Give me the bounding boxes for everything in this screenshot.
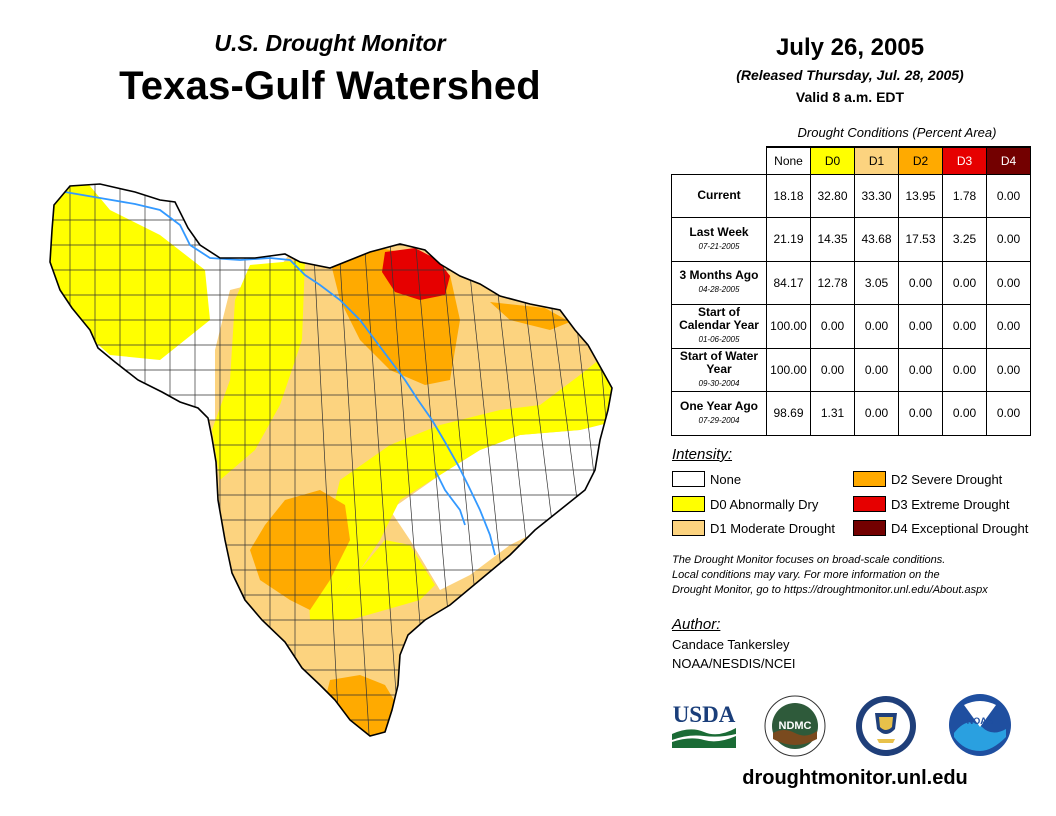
table-cell: 33.30	[854, 173, 899, 218]
col-header-d1: D1	[854, 146, 899, 175]
table-corner	[672, 147, 767, 174]
table-row: Last Week 07-21-2005 21.19 14.35 43.68 17…	[671, 217, 1031, 262]
table-row: Start of Water Year 09-30-2004 100.00 0.0…	[671, 347, 1031, 392]
noaa-logo: NOAA	[949, 694, 1011, 756]
table-cell: 0.00	[898, 391, 943, 436]
row-label: Last Week 07-21-2005	[671, 217, 767, 262]
map-subtitle: U.S. Drought Monitor	[214, 30, 446, 56]
table-cell: 100.00	[766, 304, 811, 349]
table-cell: 3.25	[942, 217, 987, 262]
note-line: Local conditions may vary. For more info…	[672, 569, 940, 581]
legend-label: D4 Exceptional Drought	[891, 520, 1029, 536]
table-row: 3 Months Ago 04-28-2005 84.17 12.78 3.05 …	[671, 260, 1031, 305]
table-cell: 0.00	[942, 391, 987, 436]
map-date: July 26, 2005	[775, 34, 925, 61]
table-cell: 1.31	[810, 391, 855, 436]
row-label: One Year Ago 07-29-2004	[671, 391, 767, 436]
table-cell: 13.95	[898, 173, 943, 218]
table-cell: 0.00	[942, 260, 987, 305]
table-cell: 0.00	[898, 260, 943, 305]
table-cell: 0.00	[898, 304, 943, 349]
drought-conditions-table: None D0 D1 D2 D3 D4 Current 18.18 32.80 …	[671, 146, 1031, 436]
table-cell: 17.53	[898, 217, 943, 262]
disclaimer-note: The Drought Monitor focuses on broad-sca…	[672, 553, 1044, 598]
noaa-logo-text: NOAA	[967, 716, 994, 726]
table-cell: 0.00	[942, 347, 987, 392]
table-row: One Year Ago 07-29-2004 98.69 1.31 0.00 0…	[671, 391, 1031, 436]
table-cell: 1.78	[942, 173, 987, 218]
drought-map	[49, 183, 613, 737]
legend-item-d4: D4 Exceptional Drought	[853, 520, 1028, 536]
table-cell: 0.00	[986, 304, 1031, 349]
website-url: droughtmonitor.unl.edu	[742, 767, 968, 789]
table-row: Current 18.18 32.80 33.30 13.95 1.78 0.0…	[671, 173, 1031, 218]
legend-item-d1: D1 Moderate Drought	[672, 520, 835, 536]
table-cell: 0.00	[986, 260, 1031, 305]
table-row: Start of Calendar Year 01-06-2005 100.00 …	[671, 304, 1031, 349]
table-cell: 18.18	[766, 173, 811, 218]
table-cell: 21.19	[766, 217, 811, 262]
legend-swatch	[853, 496, 886, 512]
author-org: NOAA/NESDIS/NCEI	[672, 656, 796, 671]
legend-label: D2 Severe Drought	[891, 471, 1003, 487]
table-caption: Drought Conditions (Percent Area)	[797, 125, 997, 140]
table-cell: 14.35	[810, 217, 855, 262]
legend-heading: Intensity:	[672, 446, 733, 463]
table-cell: 0.00	[854, 391, 899, 436]
usda-logo: USDA	[672, 702, 736, 748]
col-header-d3: D3	[942, 146, 987, 175]
legend-swatch	[672, 520, 705, 536]
note-line: The Drought Monitor focuses on broad-sca…	[672, 554, 946, 566]
table-cell: 0.00	[810, 347, 855, 392]
legend-label: D0 Abnormally Dry	[710, 496, 819, 512]
table-cell: 98.69	[766, 391, 811, 436]
release-date: (Released Thursday, Jul. 28, 2005)	[736, 67, 964, 83]
table-cell: 0.00	[810, 304, 855, 349]
note-line: Drought Monitor, go to https://droughtmo…	[672, 584, 988, 596]
table-cell: 0.00	[942, 304, 987, 349]
table-cell: 0.00	[986, 347, 1031, 392]
table-cell: 12.78	[810, 260, 855, 305]
ndmc-logo: NDMC	[764, 695, 826, 757]
legend-swatch	[853, 520, 886, 536]
author-name: Candace Tankersley	[672, 637, 790, 652]
table-cell: 0.00	[986, 391, 1031, 436]
col-header-d0: D0	[810, 146, 855, 175]
table-cell: 32.80	[810, 173, 855, 218]
legend-label: D3 Extreme Drought	[891, 496, 1010, 512]
table-cell: 43.68	[854, 217, 899, 262]
col-header-d2: D2	[898, 146, 943, 175]
legend-label: D1 Moderate Drought	[710, 520, 836, 536]
table-cell: 84.17	[766, 260, 811, 305]
row-label: Start of Calendar Year 01-06-2005	[671, 304, 767, 349]
table-cell: 100.00	[766, 347, 811, 392]
table-cell: 0.00	[986, 217, 1031, 262]
row-label: Current	[671, 173, 767, 218]
valid-time: Valid 8 a.m. EDT	[795, 89, 905, 105]
ndmc-logo-text: NDMC	[779, 720, 812, 732]
author-heading: Author:	[672, 616, 721, 633]
legend-item-none: None	[672, 471, 741, 487]
usda-logo-text: USDA	[673, 702, 736, 727]
table-cell: 0.00	[854, 347, 899, 392]
col-header-d4: D4	[986, 146, 1031, 175]
legend-label: None	[710, 471, 742, 487]
legend-swatch	[672, 496, 705, 512]
legend-item-d3: D3 Extreme Drought	[853, 496, 1010, 512]
table-cell: 0.00	[898, 347, 943, 392]
legend-item-d2: D2 Severe Drought	[853, 471, 1002, 487]
table-header-row: None D0 D1 D2 D3 D4	[672, 146, 1031, 175]
map-title: Texas-Gulf Watershed	[119, 64, 541, 108]
legend-swatch	[853, 471, 886, 487]
doc-seal-logo	[856, 696, 916, 756]
row-label: 3 Months Ago 04-28-2005	[671, 260, 767, 305]
col-header-none: None	[766, 146, 811, 175]
row-label: Start of Water Year 09-30-2004	[671, 347, 767, 392]
legend-swatch	[672, 471, 705, 487]
table-cell: 0.00	[854, 304, 899, 349]
legend-item-d0: D0 Abnormally Dry	[672, 496, 818, 512]
table-cell: 3.05	[854, 260, 899, 305]
table-cell: 0.00	[986, 173, 1031, 218]
